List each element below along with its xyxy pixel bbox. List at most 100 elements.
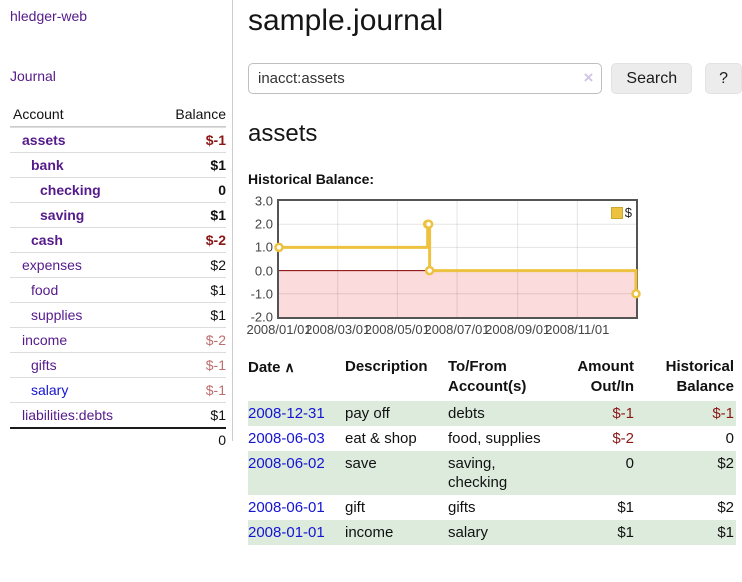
account-link-salary[interactable]: salary (31, 382, 69, 398)
transaction-balance: $1 (717, 524, 734, 541)
x-axis-tick-label: 2008/09/01 (485, 322, 551, 337)
account-row: liabilities:debts $1 (10, 402, 226, 427)
clear-search-icon[interactable]: × (583, 68, 594, 87)
account-link-cash[interactable]: cash (31, 232, 63, 248)
y-axis-tick-label: 2.0 (254, 216, 273, 232)
description-column-header: Description (345, 358, 428, 375)
chart-legend: $ (609, 205, 633, 220)
account-row: income $-2 (10, 327, 226, 352)
account-row: saving $1 (10, 202, 226, 227)
transaction-description: gift (345, 499, 366, 516)
accounts-total-value: 0 (218, 432, 226, 448)
account-heading: assets (248, 120, 318, 147)
legend-label: $ (624, 205, 632, 220)
search-input-wrap: × (248, 63, 603, 94)
accounts-table: Account Balance assets $-1 bank $1 check… (10, 103, 226, 451)
search-input[interactable] (248, 63, 603, 94)
account-link-expenses[interactable]: expenses (22, 257, 82, 273)
y-axis-tick-label: -1.0 (250, 286, 273, 302)
account-row: cash $-2 (10, 227, 226, 252)
accounts-column-header: To/From Account(s) (448, 358, 527, 395)
y-axis-tick-label: 0.0 (254, 263, 273, 279)
account-link-liabilities-debts[interactable]: liabilities:debts (22, 407, 114, 423)
transactions-table: Date ∧ Description To/From Account(s) Amo… (248, 355, 736, 545)
transactions-header-row: Date ∧ Description To/From Account(s) Amo… (248, 355, 736, 401)
x-axis: 2008/01/01 2008/03/01 2008/05/01 2008/07/01… (246, 321, 638, 338)
transaction-row: 2008-06-02 save saving, checking 0 $2 (248, 451, 736, 495)
transaction-description: eat & shop (345, 430, 417, 447)
account-balance: $-1 (205, 382, 226, 398)
data-point-marker (423, 219, 434, 229)
date-column-header[interactable]: Date ∧ (248, 359, 295, 376)
account-link-saving[interactable]: saving (40, 207, 85, 223)
main-content: sample.journal × Search ? assets Histori… (234, 0, 742, 545)
transaction-amount: $1 (617, 499, 634, 516)
transaction-amount: 0 (625, 455, 634, 472)
help-button[interactable]: ? (705, 63, 742, 94)
account-balance: $-1 (205, 357, 226, 373)
account-link-gifts[interactable]: gifts (31, 357, 57, 373)
transaction-date-link[interactable]: 2008-06-01 (248, 499, 325, 516)
account-row: gifts $-1 (10, 352, 226, 377)
transaction-description: pay off (345, 405, 390, 422)
accounts-table-header: Account Balance (10, 103, 226, 127)
balance-column-header: Historical Balance (665, 358, 734, 395)
account-link-income[interactable]: income (22, 332, 68, 348)
x-axis-tick-label: 2008/11/01 (545, 322, 610, 337)
account-link-bank[interactable]: bank (31, 157, 64, 173)
account-balance: $1 (210, 282, 226, 298)
balance-chart: 3.0 2.0 1.0 0.0 -1.0 -2.0 $ 2008/01/01 2008/03… (246, 194, 742, 338)
account-row: supplies $1 (10, 302, 226, 327)
transaction-date-link[interactable]: 2008-12-31 (248, 405, 325, 422)
x-axis-tick-label: 2008/07/01 (424, 322, 490, 337)
account-link-assets[interactable]: assets (22, 132, 66, 148)
transaction-row: 2008-06-03 eat & shop food, supplies $-2… (248, 426, 736, 451)
transaction-row: 2008-12-31 pay off debts $-1 $-1 (248, 401, 736, 426)
account-link-food[interactable]: food (31, 282, 59, 298)
transaction-date-link[interactable]: 2008-06-03 (248, 430, 325, 447)
plot-canvas (274, 201, 641, 317)
transaction-balance: 0 (725, 430, 734, 447)
account-balance: $-2 (205, 232, 226, 248)
data-point-marker (274, 242, 284, 253)
transaction-accounts: saving, checking (448, 455, 508, 491)
account-row: expenses $2 (10, 252, 226, 277)
account-row: checking 0 (10, 177, 226, 202)
transaction-description: save (345, 455, 377, 472)
x-axis-tick-label: 2008/05/01 (364, 322, 430, 337)
y-axis-tick-label: -2.0 (250, 309, 273, 325)
account-row: salary $-1 (10, 377, 226, 402)
balance-column-header: Balance (175, 106, 226, 122)
account-balance: $1 (210, 307, 226, 323)
account-balance: $-1 (205, 132, 226, 148)
transaction-amount: $1 (617, 524, 634, 541)
account-balance: 0 (218, 182, 226, 198)
search-button[interactable]: Search (611, 63, 693, 94)
transaction-row: 2008-01-01 income salary $1 $1 (248, 520, 736, 545)
account-link-checking[interactable]: checking (40, 182, 101, 198)
account-row: food $1 (10, 277, 226, 302)
account-link-supplies[interactable]: supplies (31, 307, 83, 323)
account-row: assets $-1 (10, 127, 226, 152)
sidebar: hledger-web Journal Account Balance asse… (0, 0, 233, 448)
sort-ascending-icon: ∧ (284, 359, 295, 375)
transaction-date-link[interactable]: 2008-01-01 (248, 524, 325, 541)
transaction-date-link[interactable]: 2008-06-02 (248, 455, 325, 472)
data-point-marker (424, 265, 435, 276)
transaction-description: income (345, 524, 394, 541)
accounts-total-row: 0 (10, 427, 226, 451)
x-axis-tick-label: 2008/03/01 (305, 322, 371, 337)
account-balance: $-2 (205, 332, 226, 348)
nav-journal-link[interactable]: Journal (10, 68, 56, 84)
y-axis-tick-label: 3.0 (254, 193, 273, 209)
account-balance: $1 (210, 157, 226, 173)
account-balance: $1 (210, 207, 226, 223)
transaction-balance: $-1 (712, 405, 734, 422)
brand-link[interactable]: hledger-web (10, 8, 88, 24)
plot-area[interactable]: $ (274, 199, 641, 319)
transaction-accounts: food, supplies (448, 430, 541, 447)
transaction-balance: $2 (717, 499, 734, 516)
transaction-accounts: salary (448, 524, 489, 541)
transaction-balance: $2 (717, 455, 734, 472)
